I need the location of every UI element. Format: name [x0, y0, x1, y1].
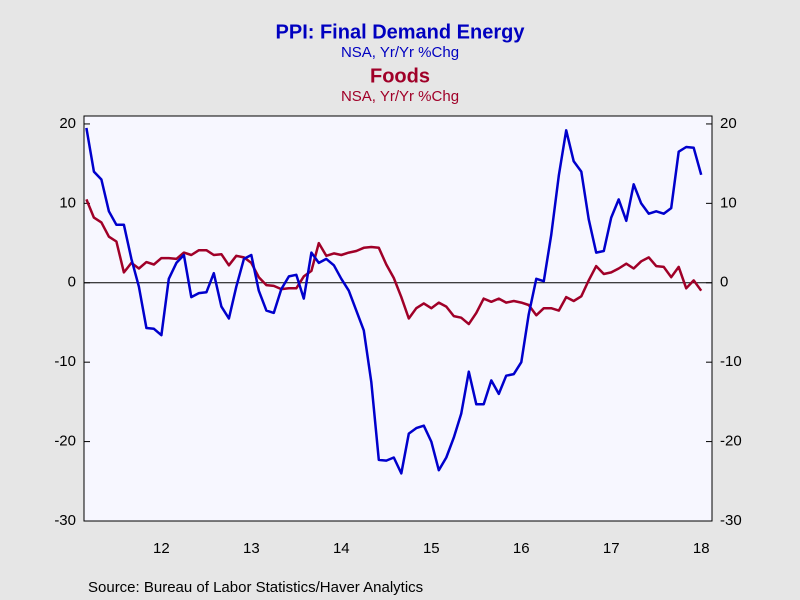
y-tick-label: 20 [59, 115, 76, 132]
x-tick-label: 17 [603, 540, 620, 557]
y2-tick-label: -30 [720, 512, 742, 529]
y-tick-label: 10 [59, 194, 76, 211]
data-line [85, 198, 703, 326]
x-tick-label: 13 [243, 540, 260, 557]
data-line [85, 127, 703, 475]
chart-title: PPI: Final Demand Energy [276, 21, 526, 43]
chart-subtitle: NSA, Yr/Yr %Chg [341, 88, 459, 105]
y-tick-label: -30 [54, 512, 76, 529]
source-note: Source: Bureau of Labor Statistics/Haver… [88, 579, 423, 596]
y2-tick-label: -10 [720, 353, 742, 370]
x-tick-label: 18 [693, 540, 710, 557]
y2-tick-label: 0 [720, 274, 728, 291]
y-tick-label: -10 [54, 353, 76, 370]
plot-area [83, 115, 713, 522]
chart-title: Foods [370, 65, 430, 87]
y2-tick-label: 20 [720, 115, 737, 132]
x-tick-label: 16 [513, 540, 530, 557]
x-tick-label: 12 [153, 540, 170, 557]
x-tick-label: 15 [423, 540, 440, 557]
y-tick-label: -20 [54, 433, 76, 450]
x-tick-label: 14 [333, 540, 350, 557]
chart-subtitle: NSA, Yr/Yr %Chg [341, 44, 459, 61]
y2-tick-label: -20 [720, 433, 742, 450]
y2-tick-label: 10 [720, 194, 737, 211]
y-tick-label: 0 [68, 274, 76, 291]
